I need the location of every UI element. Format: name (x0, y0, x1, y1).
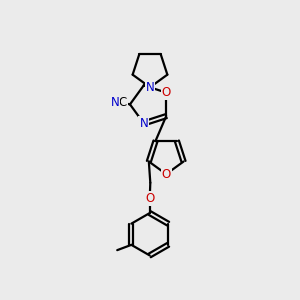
Text: N: N (110, 95, 119, 109)
Text: N: N (140, 117, 148, 130)
Text: C: C (118, 96, 127, 110)
Text: O: O (162, 168, 171, 181)
Text: N: N (146, 81, 154, 94)
Text: O: O (145, 192, 154, 206)
Text: O: O (162, 86, 171, 99)
